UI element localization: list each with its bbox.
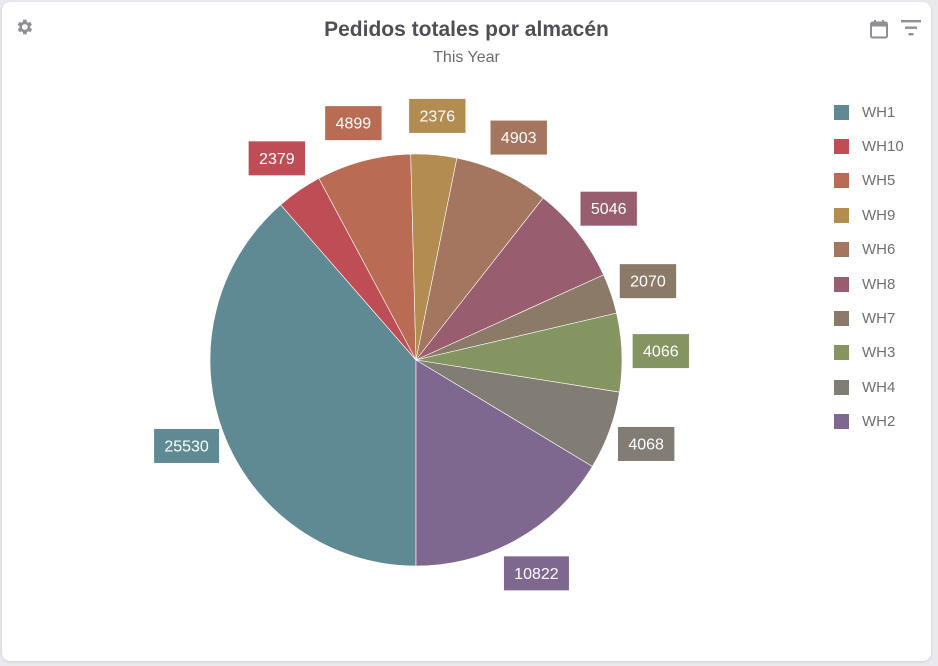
pie-slice-wh1[interactable]	[209, 204, 417, 567]
data-label-text: 25530	[164, 438, 209, 455]
data-label-text: 4899	[336, 116, 372, 133]
data-label-wh2: 10822	[503, 556, 569, 591]
legend-swatch	[834, 414, 849, 430]
legend-item-wh3[interactable]: WH3	[834, 336, 904, 370]
legend-label: WH6	[862, 241, 896, 259]
legend-label: WH9	[862, 206, 896, 224]
legend-label: WH3	[862, 344, 896, 362]
legend-label: WH4	[862, 378, 896, 396]
legend-item-wh5[interactable]: WH5	[834, 164, 904, 198]
legend-item-wh8[interactable]: WH8	[834, 267, 904, 301]
legend-label: WH5	[862, 172, 896, 190]
data-label-wh5: 4899	[325, 106, 382, 141]
legend-label: WH10	[862, 138, 904, 156]
calendar-icon[interactable]	[868, 18, 890, 40]
pie-slice-wh8[interactable]	[415, 197, 604, 361]
data-label-text: 2379	[259, 151, 295, 168]
legend-swatch	[834, 242, 849, 258]
data-label-wh4: 4068	[617, 426, 675, 461]
pie-slice-wh5[interactable]	[318, 153, 417, 361]
data-label-text: 4066	[643, 344, 679, 361]
legend-label: WH2	[862, 413, 896, 431]
legend-item-wh2[interactable]: WH2	[834, 405, 904, 439]
legend-swatch	[834, 345, 849, 361]
legend-label: WH8	[862, 275, 896, 293]
data-label-text: 2376	[420, 108, 456, 125]
filter-icon[interactable]	[900, 18, 922, 38]
data-label-text: 5046	[591, 201, 627, 218]
gear-icon[interactable]	[14, 17, 34, 37]
legend-item-wh6[interactable]: WH6	[834, 233, 904, 267]
legend-item-wh4[interactable]: WH4	[834, 370, 904, 404]
chart-subtitle: This Year	[433, 49, 500, 66]
chart-card: Pedidos totales por almacén This Year 25…	[2, 2, 931, 661]
data-label-wh3: 4066	[632, 334, 690, 369]
chart-title: Pedidos totales por almacén	[324, 18, 609, 41]
data-label-wh1: 25530	[154, 428, 220, 463]
data-label-wh6: 4903	[490, 120, 547, 155]
legend-swatch	[834, 139, 849, 155]
pie-slice-wh6[interactable]	[415, 157, 544, 361]
legend-swatch	[834, 207, 849, 223]
data-label-text: 4068	[628, 436, 664, 453]
data-label-wh8: 5046	[580, 191, 637, 226]
data-label-text: 10822	[514, 566, 559, 583]
data-label-wh10: 2379	[248, 141, 306, 176]
legend-swatch	[834, 276, 849, 292]
data-label-wh9: 2376	[409, 98, 466, 133]
pie-chart: 25530 2379 4899 2376 4903 5046 2070 4066 4068 108…	[154, 98, 690, 591]
legend-label: WH7	[862, 310, 896, 328]
legend-item-wh10[interactable]: WH10	[834, 129, 904, 163]
legend-item-wh7[interactable]: WH7	[834, 301, 904, 335]
data-label-wh7: 2070	[619, 264, 677, 299]
legend-swatch	[834, 379, 849, 395]
chart-legend: WH1 WH10 WH5 WH9 WH6 WH8 WH7 WH3 WH4 WH2	[834, 95, 904, 439]
legend-swatch	[834, 311, 849, 327]
legend-label: WH1	[862, 103, 896, 121]
data-label-text: 4903	[501, 130, 537, 147]
data-label-text: 2070	[630, 274, 666, 291]
legend-item-wh9[interactable]: WH9	[834, 198, 904, 232]
legend-swatch	[834, 173, 849, 189]
legend-item-wh1[interactable]: WH1	[834, 95, 904, 129]
pie-slice-wh2[interactable]	[415, 359, 593, 567]
legend-swatch	[834, 104, 849, 120]
